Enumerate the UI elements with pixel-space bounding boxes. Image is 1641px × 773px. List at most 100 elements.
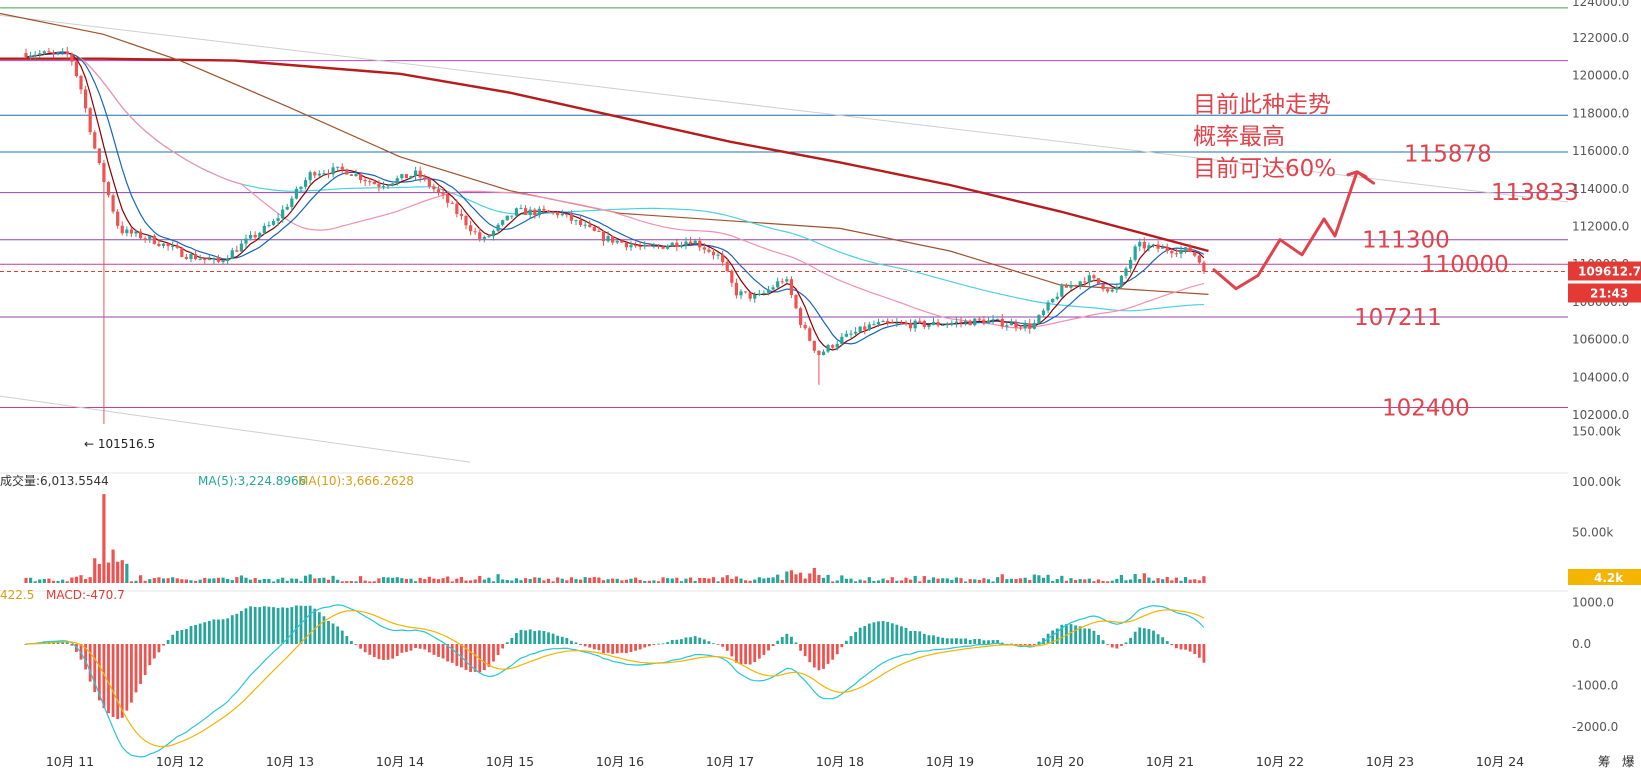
- macd-histogram-bar[interactable]: [267, 606, 271, 644]
- candle-body[interactable]: [1133, 246, 1137, 260]
- candle-body[interactable]: [244, 238, 248, 244]
- macd-histogram-bar[interactable]: [478, 644, 482, 673]
- candle-body[interactable]: [986, 320, 991, 324]
- macd-histogram-bar[interactable]: [794, 642, 798, 644]
- candle-body[interactable]: [1165, 247, 1169, 251]
- candle-body[interactable]: [592, 226, 596, 231]
- volume-bar[interactable]: [808, 573, 812, 583]
- volume-bar[interactable]: [533, 577, 537, 583]
- macd-histogram-bar[interactable]: [1133, 631, 1137, 644]
- candle-body[interactable]: [574, 220, 578, 222]
- volume-bar[interactable]: [1151, 580, 1156, 583]
- candle-body[interactable]: [1110, 289, 1114, 292]
- macd-histogram-bar[interactable]: [1092, 630, 1096, 644]
- macd-histogram-bar[interactable]: [748, 644, 752, 665]
- macd-histogram-bar[interactable]: [519, 629, 523, 644]
- macd-histogram-bar[interactable]: [212, 619, 216, 644]
- volume-bar[interactable]: [592, 577, 596, 583]
- macd-histogram-bar[interactable]: [611, 644, 615, 654]
- volume-bar[interactable]: [171, 577, 175, 583]
- macd-histogram-bar[interactable]: [253, 606, 257, 644]
- macd-histogram-bar[interactable]: [1078, 626, 1082, 644]
- volume-bar[interactable]: [1147, 577, 1151, 583]
- volume-bar[interactable]: [102, 494, 106, 583]
- macd-histogram-bar[interactable]: [102, 644, 106, 709]
- candle-body[interactable]: [184, 256, 189, 259]
- candle-body[interactable]: [523, 208, 528, 215]
- volume-bar[interactable]: [400, 578, 404, 583]
- candle-body[interactable]: [258, 232, 262, 238]
- macd-histogram-bar[interactable]: [207, 620, 211, 644]
- macd-histogram-bar[interactable]: [918, 631, 922, 644]
- candle-body[interactable]: [826, 345, 830, 352]
- volume-bar[interactable]: [542, 580, 546, 583]
- candle-body[interactable]: [766, 289, 771, 293]
- macd-histogram-bar[interactable]: [304, 605, 307, 644]
- macd-histogram-bar[interactable]: [194, 624, 197, 644]
- candle-body[interactable]: [886, 320, 890, 323]
- macd-histogram-bar[interactable]: [391, 644, 395, 659]
- candle-body[interactable]: [1087, 275, 1091, 283]
- candle-body[interactable]: [853, 331, 858, 334]
- macd-histogram-bar[interactable]: [143, 644, 147, 676]
- candle-body[interactable]: [629, 245, 633, 248]
- candle-body[interactable]: [633, 245, 638, 247]
- volume-bar[interactable]: [423, 579, 427, 583]
- volume-bar[interactable]: [776, 574, 780, 583]
- candle-body[interactable]: [455, 203, 459, 214]
- macd-histogram-bar[interactable]: [922, 633, 926, 644]
- candle-body[interactable]: [721, 254, 725, 263]
- volume-bar[interactable]: [1188, 579, 1192, 583]
- candle-body[interactable]: [198, 259, 202, 261]
- candle-body[interactable]: [404, 174, 409, 179]
- volume-bar[interactable]: [409, 578, 413, 583]
- macd-histogram-bar[interactable]: [221, 619, 225, 644]
- volume-bar[interactable]: [450, 581, 454, 583]
- volume-bar[interactable]: [340, 581, 344, 583]
- macd-histogram-bar[interactable]: [570, 640, 573, 644]
- candle-body[interactable]: [1106, 289, 1110, 292]
- volume-bar[interactable]: [226, 579, 230, 583]
- volume-bar[interactable]: [716, 581, 720, 583]
- candle-body[interactable]: [79, 76, 83, 90]
- candle-body[interactable]: [533, 209, 537, 216]
- macd-histogram-bar[interactable]: [547, 632, 550, 644]
- macd-histogram-bar[interactable]: [79, 644, 83, 660]
- candle-body[interactable]: [762, 292, 766, 294]
- volume-bar[interactable]: [1078, 579, 1082, 583]
- candle-body[interactable]: [835, 343, 839, 348]
- macd-histogram-bar[interactable]: [739, 644, 743, 665]
- macd-histogram-bar[interactable]: [1156, 634, 1160, 644]
- volume-bar[interactable]: [198, 579, 202, 583]
- candle-body[interactable]: [299, 186, 303, 189]
- candle-body[interactable]: [372, 181, 376, 185]
- macd-histogram-bar[interactable]: [629, 644, 633, 652]
- macd-histogram-bar[interactable]: [968, 639, 972, 644]
- volume-bar[interactable]: [258, 579, 262, 583]
- macd-histogram-bar[interactable]: [845, 640, 848, 644]
- candle-body[interactable]: [757, 293, 761, 295]
- macd-histogram-bar[interactable]: [982, 640, 986, 644]
- volume-bar[interactable]: [560, 578, 564, 583]
- candle-body[interactable]: [1051, 298, 1055, 303]
- candle-body[interactable]: [271, 220, 276, 225]
- volume-bar[interactable]: [1106, 581, 1110, 583]
- macd-histogram-bar[interactable]: [913, 630, 917, 644]
- candle-body[interactable]: [152, 235, 156, 244]
- candle-body[interactable]: [285, 206, 289, 210]
- candle-body[interactable]: [1096, 278, 1101, 284]
- candle-body[interactable]: [1179, 249, 1183, 254]
- macd-histogram-bar[interactable]: [945, 638, 949, 644]
- candle-body[interactable]: [235, 250, 239, 252]
- volume-bar[interactable]: [1018, 578, 1023, 583]
- macd-histogram-bar[interactable]: [505, 642, 509, 644]
- volume-bar[interactable]: [111, 549, 115, 583]
- volume-bar[interactable]: [161, 578, 166, 583]
- volume-bar[interactable]: [578, 579, 583, 583]
- candle-body[interactable]: [890, 322, 894, 324]
- candle-body[interactable]: [281, 209, 285, 219]
- candle-body[interactable]: [83, 89, 88, 109]
- candle-body[interactable]: [368, 181, 372, 183]
- volume-bar[interactable]: [1069, 578, 1073, 583]
- volume-bar[interactable]: [184, 579, 189, 583]
